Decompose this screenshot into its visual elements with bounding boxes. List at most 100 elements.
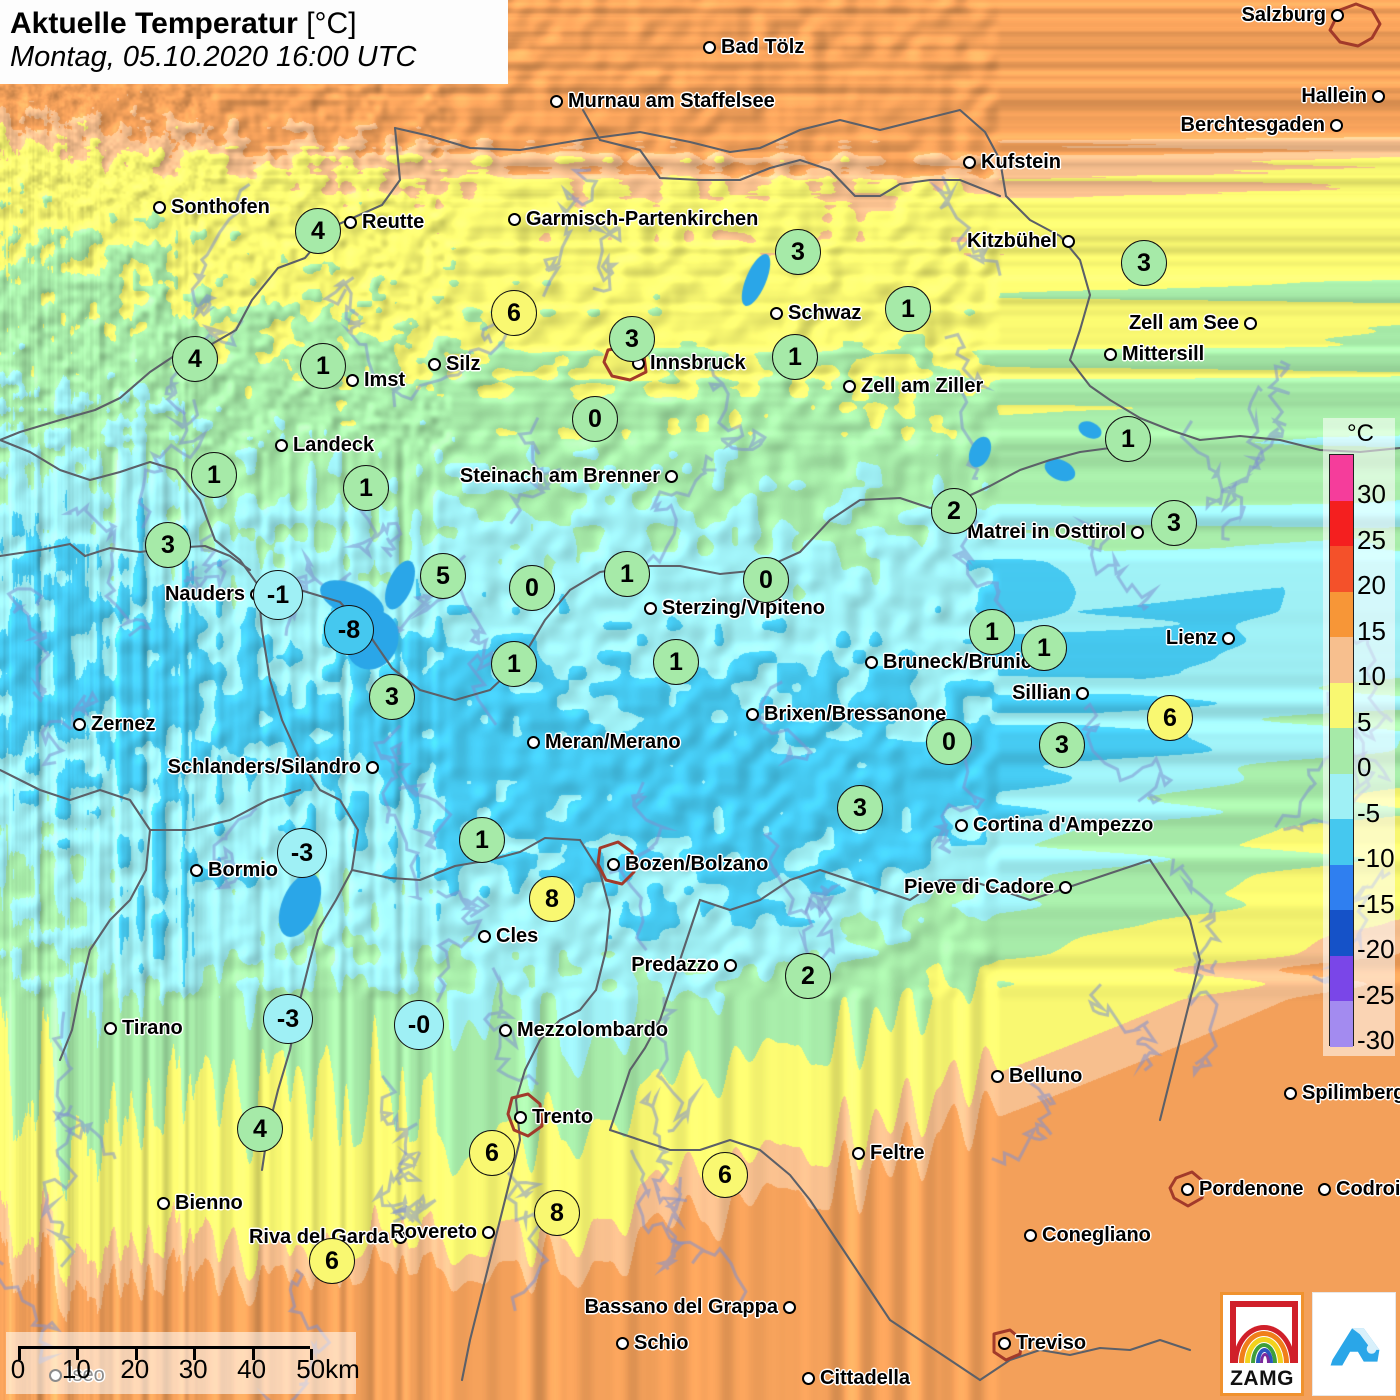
station-value-marker[interactable]: 3 [145, 522, 191, 568]
city-marker[interactable]: Predazzo [631, 954, 737, 977]
city-marker[interactable]: Hallein [1301, 85, 1385, 108]
city-marker[interactable]: Belluno [991, 1065, 1082, 1088]
station-value-marker[interactable]: 3 [1121, 240, 1167, 286]
station-value-marker[interactable]: 3 [1039, 722, 1085, 768]
city-marker[interactable]: Sillian [1012, 682, 1089, 705]
station-value-marker[interactable]: 0 [509, 565, 555, 611]
city-marker[interactable]: Berchtesgaden [1181, 114, 1343, 137]
city-marker[interactable]: Murnau am Staffelsee [550, 90, 775, 113]
city-marker[interactable]: Riva del Garda [249, 1226, 407, 1249]
station-value-marker[interactable]: 0 [743, 557, 789, 603]
city-marker[interactable]: Sterzing/Vipiteno [644, 597, 825, 620]
station-value-marker[interactable]: -0 [394, 1000, 444, 1050]
city-marker[interactable]: Cortina d'Ampezzo [955, 814, 1153, 837]
station-value-marker[interactable]: 4 [295, 208, 341, 254]
city-marker[interactable]: Silz [428, 353, 480, 376]
station-value-marker[interactable]: 1 [491, 641, 537, 687]
partner-mountain-logo[interactable] [1312, 1292, 1396, 1396]
city-marker[interactable]: Pordenone [1181, 1178, 1303, 1201]
station-value-marker[interactable]: 1 [653, 639, 699, 685]
city-marker[interactable]: Trento [514, 1106, 593, 1129]
station-value-marker[interactable]: 2 [931, 488, 977, 534]
station-value-marker[interactable]: 8 [529, 876, 575, 922]
city-marker[interactable]: Rovereto [390, 1221, 495, 1244]
station-value-marker[interactable]: 6 [1147, 695, 1193, 741]
city-marker[interactable]: Zell am Ziller [843, 375, 983, 398]
station-value-marker[interactable]: 0 [926, 719, 972, 765]
city-marker[interactable]: Meran/Merano [527, 731, 681, 754]
city-marker[interactable]: Lienz [1166, 627, 1235, 650]
station-value-marker[interactable]: 3 [837, 785, 883, 831]
station-value-marker[interactable]: 5 [420, 553, 466, 599]
city-marker[interactable]: Nauders [165, 583, 263, 606]
city-marker[interactable]: Conegliano [1024, 1224, 1151, 1247]
city-marker[interactable]: Schio [616, 1332, 688, 1355]
city-marker[interactable]: Matrei in Osttirol [967, 521, 1144, 544]
city-marker[interactable]: Garmisch-Partenkirchen [508, 208, 758, 231]
city-marker[interactable]: Brixen/Bressanone [746, 703, 946, 726]
station-value-marker[interactable]: 3 [609, 316, 655, 362]
city-marker[interactable]: Cles [478, 925, 538, 948]
city-marker[interactable]: Cittadella [802, 1367, 910, 1390]
city-marker[interactable]: Sonthofen [153, 196, 270, 219]
city-marker[interactable]: Feltre [852, 1142, 924, 1165]
station-value-marker[interactable]: 1 [300, 343, 346, 389]
city-marker[interactable]: Treviso [998, 1332, 1086, 1355]
station-value-marker[interactable]: 1 [772, 334, 818, 380]
station-value-marker[interactable]: 0 [572, 396, 618, 442]
station-value-marker[interactable]: 1 [191, 452, 237, 498]
city-marker[interactable]: Salzburg [1242, 4, 1344, 27]
city-marker[interactable]: Zell am See [1129, 312, 1257, 335]
station-value-marker[interactable]: 4 [237, 1106, 283, 1152]
city-marker[interactable]: Mittersill [1104, 343, 1204, 366]
city-dot-icon [73, 718, 86, 731]
city-marker[interactable]: Bormio [190, 859, 278, 882]
city-marker[interactable]: Kitzbühel [967, 230, 1075, 253]
city-marker[interactable]: Bruneck/Brunico [865, 651, 1044, 674]
station-value-marker[interactable]: 1 [1021, 625, 1067, 671]
city-marker[interactable]: Codroipo [1318, 1178, 1400, 1201]
legend-tick-label: 20 [1357, 570, 1386, 601]
station-value-marker[interactable]: -1 [253, 570, 303, 620]
city-marker[interactable]: Zernez [73, 713, 155, 736]
city-marker[interactable]: Kufstein [963, 151, 1061, 174]
station-value-marker[interactable]: 6 [309, 1238, 355, 1284]
city-marker[interactable]: Mezzolombardo [499, 1019, 668, 1042]
station-value-marker[interactable]: -3 [263, 994, 313, 1044]
station-value-text: 6 [325, 1246, 339, 1275]
city-marker[interactable]: Pieve di Cadore [904, 876, 1072, 899]
station-value-marker[interactable]: 1 [1105, 416, 1151, 462]
city-marker[interactable]: Schwaz [770, 302, 861, 325]
city-marker[interactable]: Bozen/Bolzano [607, 853, 768, 876]
station-value-marker[interactable]: -3 [277, 828, 327, 878]
station-value-marker[interactable]: 6 [469, 1130, 515, 1176]
station-value-marker[interactable]: 6 [491, 290, 537, 336]
city-marker[interactable]: Landeck [275, 434, 374, 457]
station-value-marker[interactable]: -8 [324, 605, 374, 655]
station-value-marker[interactable]: 1 [343, 465, 389, 511]
city-marker[interactable]: Spilimbergo [1284, 1082, 1400, 1105]
station-value-marker[interactable]: 1 [604, 551, 650, 597]
city-marker[interactable]: Innsbruck [632, 352, 746, 375]
station-value-marker[interactable]: 3 [1151, 500, 1197, 546]
city-marker[interactable]: Bienno [157, 1192, 243, 1215]
city-marker[interactable]: Imst [346, 369, 405, 392]
station-value-marker[interactable]: 2 [785, 953, 831, 999]
zamg-logo[interactable]: ZAMG [1220, 1292, 1304, 1396]
station-value-marker[interactable]: 1 [969, 609, 1015, 655]
city-marker[interactable]: Schlanders/Silandro [168, 756, 379, 779]
city-marker[interactable]: Steinach am Brenner [460, 465, 678, 488]
station-value-marker[interactable]: 3 [775, 229, 821, 275]
city-marker[interactable]: Reutte [344, 211, 424, 234]
station-value-marker[interactable]: 4 [172, 336, 218, 382]
station-value-marker[interactable]: 1 [459, 817, 505, 863]
city-dot-icon [955, 819, 968, 832]
city-marker[interactable]: Tirano [104, 1017, 183, 1040]
city-marker[interactable]: Bad Tölz [703, 36, 804, 59]
station-value-marker[interactable]: 8 [534, 1190, 580, 1236]
city-marker[interactable]: Bassano del Grappa [585, 1296, 796, 1319]
station-value-marker[interactable]: 6 [702, 1152, 748, 1198]
scale-bar: 0 10 20 30 40 50km [6, 1332, 360, 1394]
station-value-marker[interactable]: 3 [369, 674, 415, 720]
station-value-marker[interactable]: 1 [885, 286, 931, 332]
